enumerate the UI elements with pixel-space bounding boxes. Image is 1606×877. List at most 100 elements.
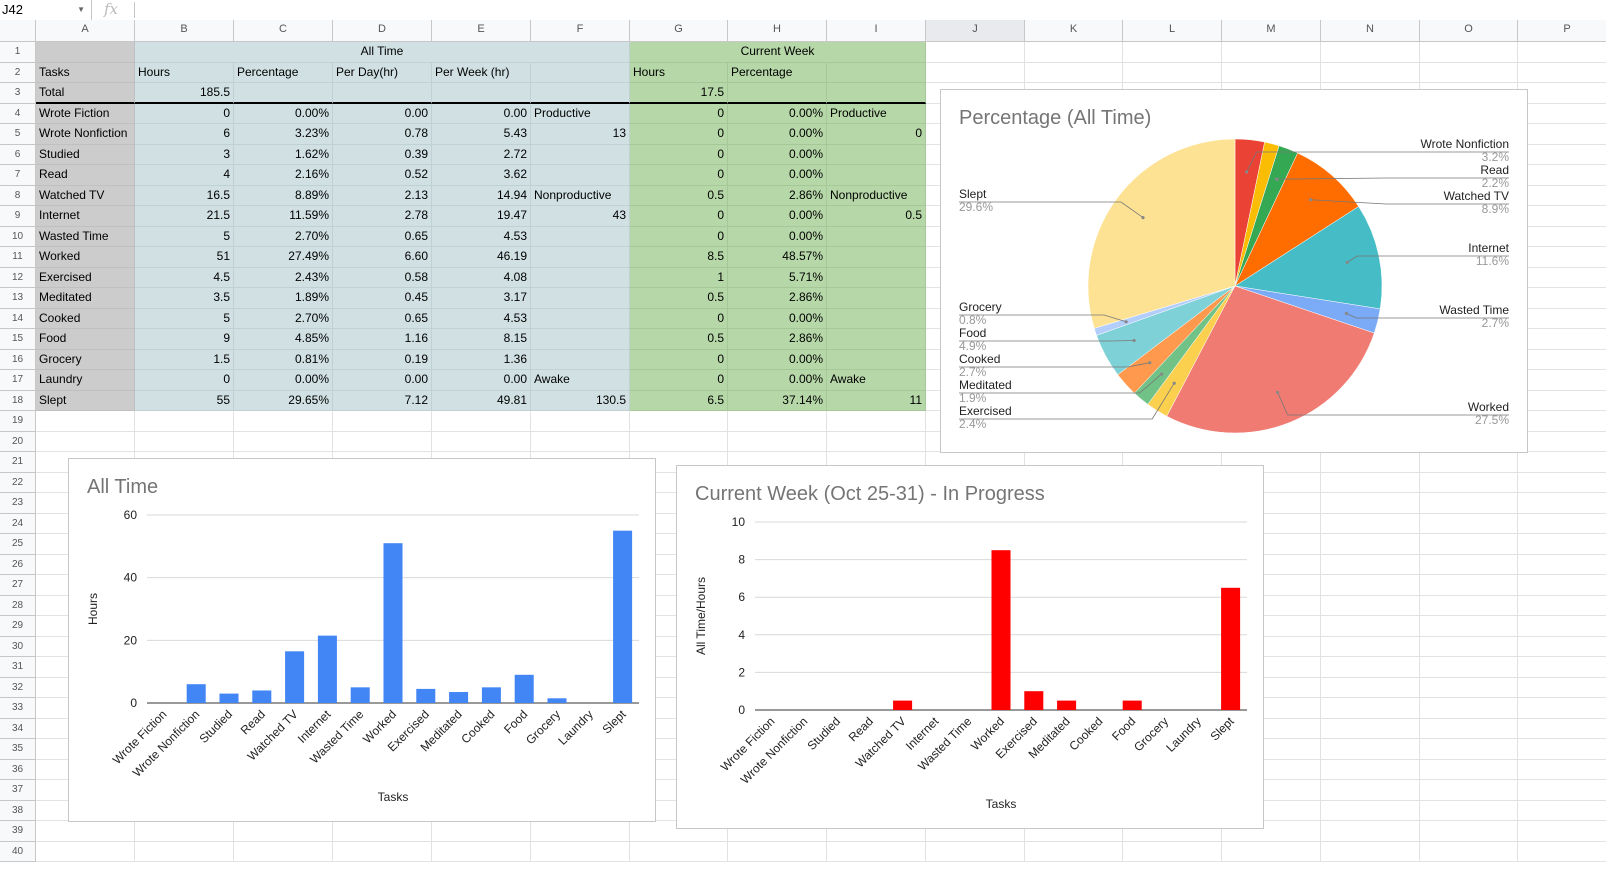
cell-n35[interactable] [1321, 739, 1420, 760]
task-cw-hours[interactable]: 0 [630, 370, 728, 391]
row-header-12[interactable]: 12 [0, 267, 36, 288]
per-day-header[interactable]: Per Day(hr) [333, 62, 432, 83]
cell-o33[interactable] [1420, 698, 1518, 719]
task-per-day[interactable]: 6.60 [333, 247, 432, 268]
task-name[interactable]: Read [36, 165, 135, 186]
cell-h19[interactable] [728, 411, 827, 432]
task-name[interactable]: Cooked [36, 308, 135, 329]
cell-p37[interactable] [1518, 780, 1606, 801]
cell-o22[interactable] [1420, 472, 1518, 493]
task-cw-percentage[interactable]: 2.86% [728, 329, 827, 350]
task-cw-hours[interactable]: 0.5 [630, 185, 728, 206]
cell-n27[interactable] [1321, 575, 1420, 596]
task-percentage[interactable]: 2.70% [234, 308, 333, 329]
cell-o37[interactable] [1420, 780, 1518, 801]
task-per-week[interactable]: 19.47 [432, 206, 531, 227]
hours-header[interactable]: Hours [135, 62, 234, 83]
task-percentage[interactable]: 2.16% [234, 165, 333, 186]
cell-f16[interactable] [531, 349, 630, 370]
cell-n25[interactable] [1321, 534, 1420, 555]
task-per-week[interactable]: 8.15 [432, 329, 531, 350]
cell-i19[interactable] [827, 411, 926, 432]
row-header-32[interactable]: 32 [0, 677, 36, 698]
row-header-34[interactable]: 34 [0, 718, 36, 739]
task-per-day[interactable]: 0.58 [333, 267, 432, 288]
cell-e40[interactable] [432, 841, 531, 862]
row-header-7[interactable]: 7 [0, 165, 36, 186]
task-per-week[interactable]: 49.81 [432, 390, 531, 411]
task-per-week[interactable]: 46.19 [432, 247, 531, 268]
cell-m21[interactable] [1222, 452, 1321, 473]
cw-hours-header[interactable]: Hours [630, 62, 728, 83]
row-header-30[interactable]: 30 [0, 636, 36, 657]
task-percentage[interactable]: 2.70% [234, 226, 333, 247]
task-per-week[interactable]: 4.08 [432, 267, 531, 288]
category-label-current-week[interactable]: 0 [827, 124, 926, 145]
task-per-day[interactable]: 2.78 [333, 206, 432, 227]
category-label-all-time[interactable]: 130.5 [531, 390, 630, 411]
cell-p15[interactable] [1518, 329, 1606, 350]
cell-p20[interactable] [1518, 432, 1606, 452]
task-name[interactable]: Food [36, 329, 135, 350]
cell-m34[interactable] [1222, 718, 1321, 739]
cell-i40[interactable] [827, 841, 926, 862]
row-header-18[interactable]: 18 [0, 390, 36, 411]
task-hours[interactable]: 6 [135, 124, 234, 145]
cell-i20[interactable] [827, 431, 926, 452]
task-cw-hours[interactable]: 0.5 [630, 329, 728, 350]
task-hours[interactable]: 0 [135, 370, 234, 391]
cell-n29[interactable] [1321, 616, 1420, 637]
task-name[interactable]: Wrote Nonfiction [36, 124, 135, 145]
row-header-24[interactable]: 24 [0, 513, 36, 534]
cell-m29[interactable] [1222, 616, 1321, 637]
cell-p18[interactable] [1518, 391, 1606, 411]
tasks-header[interactable]: Tasks [36, 62, 135, 83]
cell-m23[interactable] [1222, 493, 1321, 514]
cell-o35[interactable] [1420, 739, 1518, 760]
cell-p11[interactable] [1518, 247, 1606, 268]
task-cw-percentage[interactable]: 0.00% [728, 144, 827, 165]
task-cw-hours[interactable]: 0 [630, 144, 728, 165]
cell-p14[interactable] [1518, 309, 1606, 329]
cell-i15[interactable] [827, 329, 926, 350]
task-percentage[interactable]: 3.23% [234, 124, 333, 145]
pie-chart-percentage-all-time[interactable]: Percentage (All Time) Wrote Nonfiction 3.2… [940, 89, 1528, 453]
cell-o23[interactable] [1420, 493, 1518, 514]
task-cw-hours[interactable]: 0 [630, 124, 728, 145]
all-time-header[interactable]: All Time [135, 42, 630, 63]
cell-p26[interactable] [1518, 555, 1606, 575]
task-cw-hours[interactable]: 8.5 [630, 247, 728, 268]
cell-l1[interactable] [1123, 42, 1222, 63]
row-header-35[interactable]: 35 [0, 739, 36, 760]
task-per-week[interactable]: 4.53 [432, 226, 531, 247]
task-per-day[interactable]: 0.00 [333, 370, 432, 391]
cell-f20[interactable] [531, 431, 630, 452]
cell-b19[interactable] [135, 411, 234, 432]
cell-p30[interactable] [1518, 637, 1606, 657]
cell-p33[interactable] [1518, 698, 1606, 719]
column-header-b[interactable]: B [135, 20, 234, 42]
task-per-day[interactable]: 0.65 [333, 226, 432, 247]
cell-o24[interactable] [1420, 513, 1518, 534]
task-hours[interactable]: 5 [135, 308, 234, 329]
task-cw-percentage[interactable]: 0.00% [728, 206, 827, 227]
row-header-20[interactable]: 20 [0, 431, 36, 452]
row-header-37[interactable]: 37 [0, 780, 36, 801]
cell-p32[interactable] [1518, 678, 1606, 698]
cell-g39[interactable] [630, 821, 728, 842]
cell-i10[interactable] [827, 226, 926, 247]
cell-k39[interactable] [1025, 821, 1123, 842]
task-per-week[interactable]: 3.17 [432, 288, 531, 309]
cell-d3[interactable] [333, 83, 432, 104]
cell-n34[interactable] [1321, 718, 1420, 739]
task-percentage[interactable]: 1.89% [234, 288, 333, 309]
total-label[interactable]: Total [36, 83, 135, 104]
row-header-3[interactable]: 3 [0, 83, 36, 104]
cell-p13[interactable] [1518, 288, 1606, 309]
cell-h3[interactable] [728, 83, 827, 104]
row-header-17[interactable]: 17 [0, 370, 36, 391]
task-cw-hours[interactable]: 0 [630, 349, 728, 370]
cell-i39[interactable] [827, 821, 926, 842]
task-cw-hours[interactable]: 0 [630, 308, 728, 329]
cell-n33[interactable] [1321, 698, 1420, 719]
